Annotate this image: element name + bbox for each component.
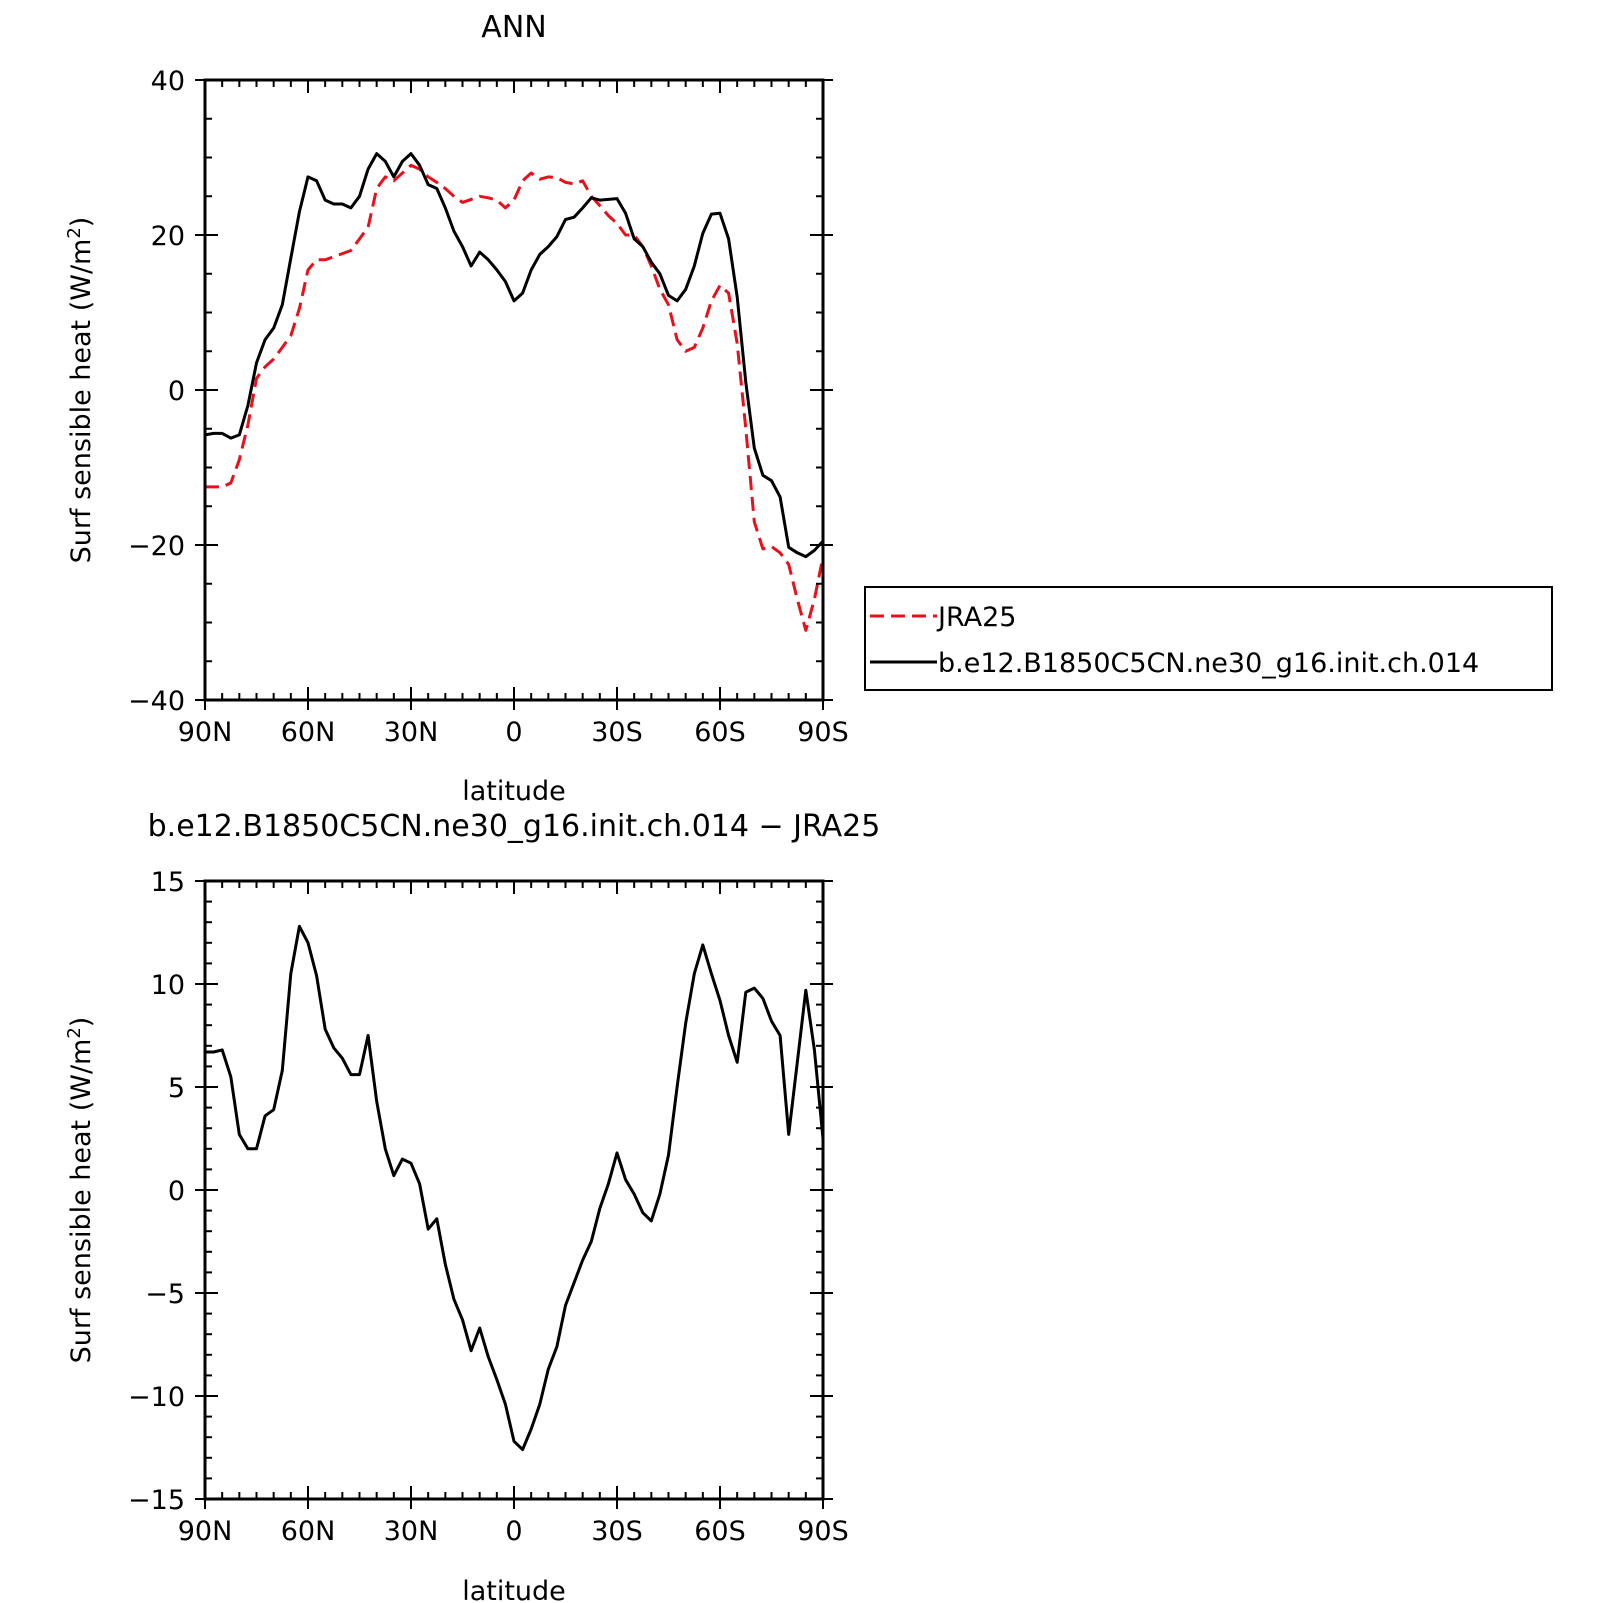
panel-difference: b.e12.B1850C5CN.ne30_g16.init.ch.014 − J… — [64, 809, 880, 1603]
series-line-jra25 — [205, 163, 825, 632]
y-tick-label: −10 — [128, 1382, 185, 1413]
panel1-x-axis-label: latitude — [462, 776, 566, 807]
panel1-series — [204, 152, 825, 632]
y-tick-label: 0 — [168, 1176, 185, 1207]
legend: JRA25 b.e12.B1850C5CN.ne30_g16.init.ch.0… — [864, 586, 1553, 691]
panel2-y-tick-labels: 15 10 5 0 −5 −10 −15 — [128, 867, 185, 1516]
panel1-plot-frame — [203, 78, 825, 702]
x-tick-label: 30N — [384, 1516, 439, 1547]
panel1-title: ANN — [481, 10, 546, 45]
panel1-y-tick-labels: 40 20 0 −20 −40 — [128, 66, 185, 717]
x-tick-label: 90S — [797, 717, 849, 748]
y-tick-label: −15 — [128, 1485, 185, 1516]
panel2-title: b.e12.B1850C5CN.ne30_g16.init.ch.014 − J… — [148, 809, 881, 844]
panel1-ticks — [195, 79, 833, 710]
x-tick-label: 30S — [591, 1516, 643, 1547]
x-tick-label: 30S — [591, 717, 643, 748]
panel2-x-axis-label: latitude — [462, 1576, 566, 1603]
x-tick-label: 0 — [505, 717, 522, 748]
x-tick-label: 60N — [281, 717, 336, 748]
x-tick-label: 60N — [281, 1516, 336, 1547]
x-tick-label: 60S — [694, 717, 746, 748]
y-tick-label: 10 — [151, 970, 185, 1001]
y-tick-label: 15 — [151, 867, 185, 898]
panel2-ticks — [195, 880, 833, 1509]
y-tick-label: −40 — [128, 686, 185, 717]
x-tick-label: 90S — [797, 1516, 849, 1547]
panel1-x-tick-labels: 90N 60N 30N 0 30S 60S 90S — [178, 717, 849, 748]
y-tick-label: −20 — [128, 531, 185, 562]
panel1-y-axis-label: Surf sensible heat (W/m2) — [64, 217, 97, 564]
x-tick-label: 90N — [178, 1516, 233, 1547]
legend-label-model: b.e12.B1850C5CN.ne30_g16.init.ch.014 — [938, 648, 1479, 679]
panel2-series — [205, 924, 825, 1452]
series-line-difference — [205, 924, 825, 1452]
y-tick-label: 40 — [151, 66, 185, 97]
x-tick-label: 90N — [178, 717, 233, 748]
legend-label-jra25: JRA25 — [936, 602, 1016, 633]
y-tick-label: −5 — [145, 1279, 185, 1310]
x-tick-label: 30N — [384, 717, 439, 748]
panel2-x-tick-labels: 90N 60N 30N 0 30S 60S 90S — [178, 1516, 849, 1547]
y-tick-label: 5 — [168, 1073, 185, 1104]
series-line-model — [204, 152, 825, 559]
y-tick-label: 20 — [151, 221, 185, 252]
y-tick-label: 0 — [168, 376, 185, 407]
legend-frame — [864, 586, 1553, 691]
x-tick-label: 60S — [694, 1516, 746, 1547]
panel2-plot-frame — [203, 879, 825, 1501]
x-tick-label: 0 — [505, 1516, 522, 1547]
panel2-y-axis-label: Surf sensible heat (W/m2) — [64, 1017, 97, 1364]
panel-annual-climatology: ANN 40 20 0 −20 −40 90N 60N 30N 0 30S 60S 90S lati… — [64, 10, 1553, 807]
